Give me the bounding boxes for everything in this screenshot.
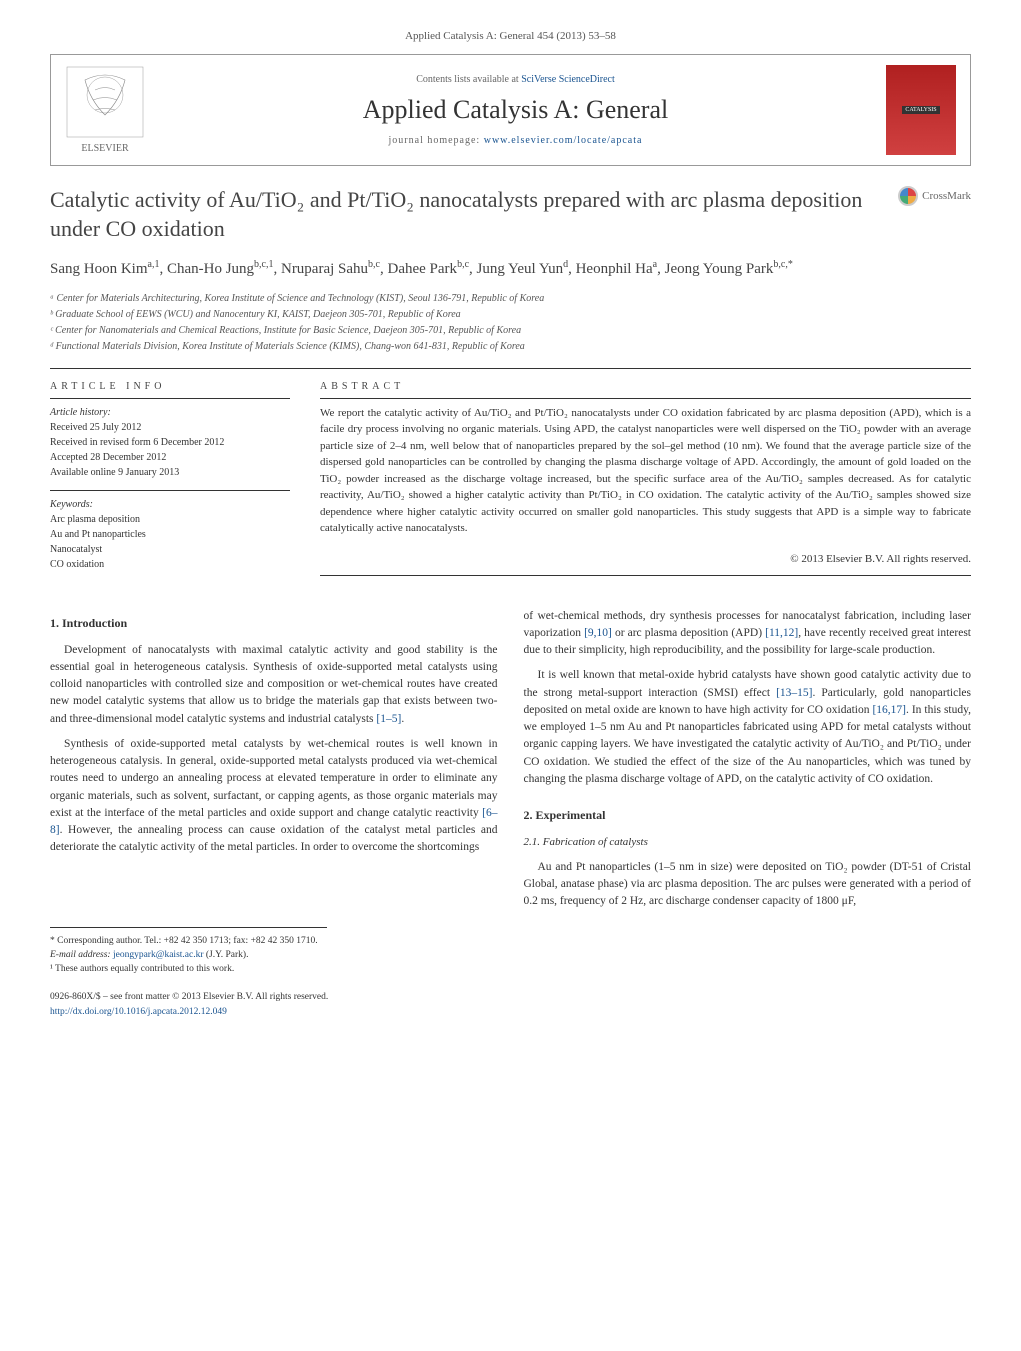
footnotes: * Corresponding author. Tel.: +82 42 350… bbox=[50, 927, 327, 977]
ref-link-1-5[interactable]: [1–5] bbox=[376, 713, 401, 725]
abstract-text: We report the catalytic activity of Au/T… bbox=[320, 405, 971, 537]
fabrication-paragraph-1: Au and Pt nanoparticles (1–5 nm in size)… bbox=[524, 859, 972, 911]
history-revised: Received in revised form 6 December 2012 bbox=[50, 435, 290, 450]
intro-paragraph-3: of wet-chemical methods, dry synthesis p… bbox=[524, 608, 972, 660]
right-column: of wet-chemical methods, dry synthesis p… bbox=[524, 608, 972, 977]
history-online: Available online 9 January 2013 bbox=[50, 465, 290, 480]
journal-cover-thumbnail: CATALYSIS bbox=[886, 65, 956, 155]
keyword: Arc plasma deposition bbox=[50, 512, 290, 527]
intro-heading: 1. Introduction bbox=[50, 614, 498, 632]
journal-homepage: journal homepage: www.elsevier.com/locat… bbox=[159, 135, 872, 146]
divider bbox=[50, 368, 971, 369]
article-title: Catalytic activity of Au/TiO₂ and Pt/TiO… bbox=[50, 186, 878, 243]
intro-paragraph-1: Development of nanocatalysts with maxima… bbox=[50, 642, 498, 728]
crossmark-badge[interactable]: CrossMark bbox=[898, 186, 971, 206]
affiliation-a: ᵃ Center for Materials Architecturing, K… bbox=[50, 291, 971, 306]
journal-title: Applied Catalysis A: General bbox=[159, 95, 872, 125]
elsevier-logo: ELSEVIER bbox=[65, 65, 145, 155]
email-link[interactable]: jeongypark@kaist.ac.kr bbox=[113, 950, 204, 960]
article-info-block: article info Article history: Received 2… bbox=[50, 375, 290, 582]
contents-available: Contents lists available at SciVerse Sci… bbox=[159, 74, 872, 85]
journal-reference: Applied Catalysis A: General 454 (2013) … bbox=[50, 30, 971, 42]
left-column: 1. Introduction Development of nanocatal… bbox=[50, 608, 498, 977]
body-two-column: 1. Introduction Development of nanocatal… bbox=[50, 608, 971, 977]
journal-header: ELSEVIER Contents lists available at Sci… bbox=[50, 54, 971, 166]
ref-link-13-15[interactable]: [13–15] bbox=[776, 687, 812, 699]
intro-paragraph-2: Synthesis of oxide-supported metal catal… bbox=[50, 736, 498, 857]
history-received: Received 25 July 2012 bbox=[50, 420, 290, 435]
affiliations: ᵃ Center for Materials Architecturing, K… bbox=[50, 291, 971, 354]
divider bbox=[50, 490, 290, 491]
corresponding-author-note: * Corresponding author. Tel.: +82 42 350… bbox=[50, 934, 327, 948]
divider bbox=[320, 575, 971, 576]
homepage-link[interactable]: www.elsevier.com/locate/apcata bbox=[484, 135, 643, 146]
author-list: Sang Hoon Kima,1, Chan-Ho Jungb,c,1, Nru… bbox=[50, 257, 971, 281]
email-line: E-mail address: jeongypark@kaist.ac.kr (… bbox=[50, 948, 327, 962]
fabrication-subheading: 2.1. Fabrication of catalysts bbox=[524, 834, 972, 851]
issn-line: 0926-860X/$ – see front matter © 2013 El… bbox=[50, 990, 971, 1004]
keywords-label: Keywords: bbox=[50, 499, 290, 510]
article-info-heading: article info bbox=[50, 381, 290, 392]
divider bbox=[320, 398, 971, 399]
scidirect-link[interactable]: SciVerse ScienceDirect bbox=[521, 74, 615, 85]
header-center: Contents lists available at SciVerse Sci… bbox=[159, 74, 872, 146]
history-label: Article history: bbox=[50, 407, 290, 418]
intro-paragraph-4: It is well known that metal-oxide hybrid… bbox=[524, 667, 972, 788]
doi-link[interactable]: http://dx.doi.org/10.1016/j.apcata.2012.… bbox=[50, 1007, 227, 1017]
abstract-block: abstract We report the catalytic activit… bbox=[320, 375, 971, 582]
page-footer: 0926-860X/$ – see front matter © 2013 El… bbox=[50, 990, 971, 1019]
publisher-name: ELSEVIER bbox=[81, 143, 129, 154]
divider bbox=[50, 398, 290, 399]
affiliation-b: ᵇ Graduate School of EEWS (WCU) and Nano… bbox=[50, 307, 971, 322]
ref-link-11-12[interactable]: [11,12] bbox=[765, 627, 798, 639]
keyword: CO oxidation bbox=[50, 557, 290, 572]
keyword: Nanocatalyst bbox=[50, 542, 290, 557]
affiliation-c: ᶜ Center for Nanomaterials and Chemical … bbox=[50, 323, 971, 338]
ref-link-16-17[interactable]: [16,17] bbox=[872, 704, 906, 716]
keyword: Au and Pt nanoparticles bbox=[50, 527, 290, 542]
abstract-heading: abstract bbox=[320, 381, 971, 392]
equal-contribution-note: ¹ These authors equally contributed to t… bbox=[50, 962, 327, 976]
affiliation-d: ᵈ Functional Materials Division, Korea I… bbox=[50, 339, 971, 354]
abstract-copyright: © 2013 Elsevier B.V. All rights reserved… bbox=[320, 553, 971, 565]
history-accepted: Accepted 28 December 2012 bbox=[50, 450, 290, 465]
ref-link-9-10[interactable]: [9,10] bbox=[584, 627, 612, 639]
crossmark-icon bbox=[898, 186, 918, 206]
crossmark-label: CrossMark bbox=[922, 190, 971, 202]
experimental-heading: 2. Experimental bbox=[524, 806, 972, 824]
